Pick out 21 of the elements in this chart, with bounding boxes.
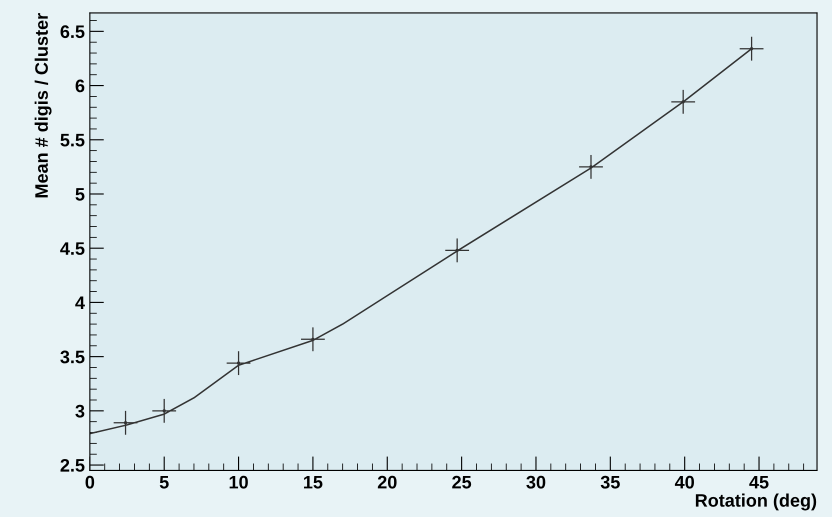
x-tick-label: 5	[160, 476, 169, 489]
x-tick-label: 25	[452, 476, 472, 489]
y-tick-label: 3	[75, 404, 84, 418]
x-axis-title: Rotation (deg)	[696, 494, 816, 510]
y-tick-label: 4	[75, 296, 85, 309]
x-tick-label: 30	[526, 476, 546, 489]
x-tick-label: 20	[378, 476, 397, 489]
y-tick-label: 5.5	[60, 134, 84, 146]
y-tick-label: 4.5	[60, 242, 84, 255]
y-tick-label: 2.5	[60, 458, 84, 472]
x-tick-label: 0	[86, 476, 94, 489]
x-tick-label: 35	[600, 476, 620, 489]
y-tick-label: 5	[76, 188, 84, 201]
x-tick-label: 15	[304, 476, 322, 489]
x-tick-label: 40	[674, 476, 694, 489]
y-axis-title: Mean # digis / Cluster	[34, 13, 52, 198]
y-tick-label: 6	[76, 80, 84, 92]
x-tick-label: 45	[749, 476, 769, 489]
x-tick-label: 10	[230, 476, 248, 489]
y-tick-label: 3.5	[60, 350, 84, 364]
y-tick-label: 6.5	[60, 25, 84, 38]
